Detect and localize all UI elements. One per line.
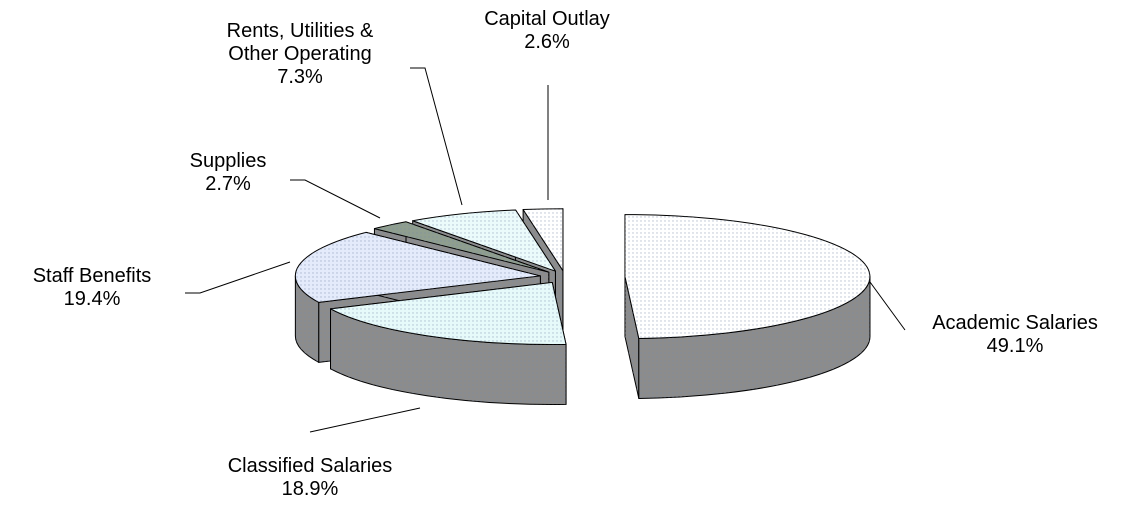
slice-texture: [295, 232, 541, 303]
value-label: 19.4%: [63, 288, 121, 310]
slice-texture: [412, 209, 556, 272]
slice-label: Supplies 2.7%: [190, 150, 267, 196]
slice-texture: [523, 208, 563, 271]
slice-label: Academic Salaries 49.1%: [932, 312, 1098, 358]
slice-label: Rents, Utilities & Other Operating 7.3%: [200, 20, 400, 89]
slice-wall-texture: [295, 275, 319, 363]
category-name: Academic Salaries: [932, 312, 1098, 334]
category-name: Staff Benefits: [32, 265, 152, 287]
leader-line: [185, 261, 291, 294]
leader-line: [290, 179, 381, 219]
category-name: Capital Outlay: [484, 8, 610, 30]
slice-wall-texture: [330, 308, 567, 405]
category-name: Supplies: [189, 150, 267, 172]
slice-side-texture: [624, 276, 639, 399]
slice-label: Classified Salaries 18.9%: [228, 455, 393, 501]
category-name: Rents, Utilities & Other Operating: [226, 20, 374, 65]
slice-label: Capital Outlay 2.6%: [484, 8, 610, 54]
slice-wall-texture: [638, 276, 870, 399]
leader-line: [869, 281, 906, 331]
category-name: Classified Salaries: [227, 455, 393, 477]
value-label: 2.6%: [524, 31, 570, 53]
leader-line: [410, 67, 463, 206]
slice-texture: [374, 221, 549, 273]
slice-label: Staff Benefits 19.4%: [33, 265, 152, 311]
slice-texture: [624, 214, 870, 339]
value-label: 2.7%: [205, 173, 251, 195]
value-label: 49.1%: [986, 335, 1044, 357]
leader-line: [309, 407, 421, 433]
value-label: 7.3%: [277, 66, 323, 88]
value-label: 18.9%: [281, 478, 339, 500]
slice-texture: [330, 282, 567, 345]
